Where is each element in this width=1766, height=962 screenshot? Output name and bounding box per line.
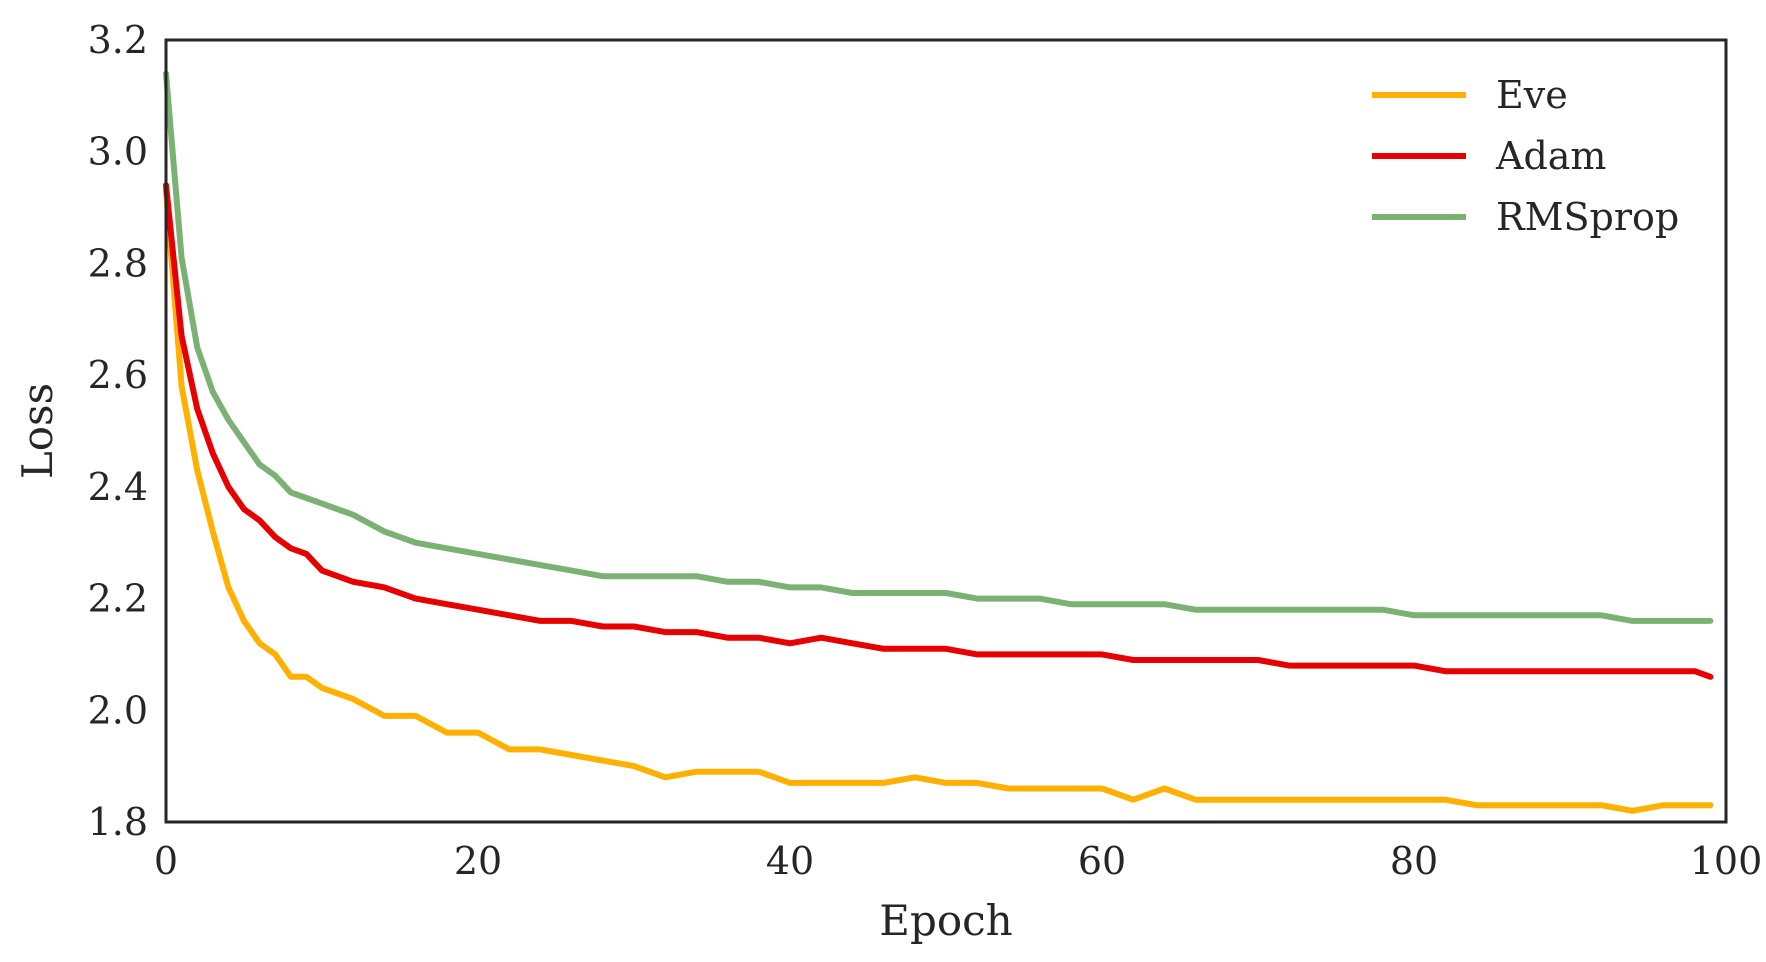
y-tick-label: 2.2: [88, 577, 148, 621]
legend-label-rmsprop: RMSprop: [1496, 195, 1679, 239]
plot-area-frame: [164, 38, 1728, 824]
y-tick-label: 2.8: [88, 241, 148, 285]
y-tick-label: 2.6: [88, 353, 148, 397]
y-axis-label: Loss: [13, 383, 62, 479]
series-line-adam: [163, 182, 1714, 680]
x-tick-label: 80: [1390, 839, 1438, 883]
legend: Eve Adam RMSprop: [1372, 73, 1679, 239]
x-tick-label: 40: [766, 839, 814, 883]
y-tick-label: 2.4: [88, 465, 148, 509]
legend-label-adam: Adam: [1495, 134, 1606, 178]
series-layer: [163, 70, 1714, 814]
y-tick-label: 2.0: [88, 688, 148, 732]
x-tick-label: 60: [1078, 839, 1126, 883]
y-tick-label: 1.8: [88, 800, 148, 844]
legend-label-eve: Eve: [1496, 73, 1568, 117]
x-tick-label: 100: [1690, 839, 1763, 883]
tick-labels: 0 20 40 60 80 100 1.8 2.0 2.2 2.4 2.6 2.8 3.0 3.2: [88, 18, 1763, 883]
y-tick-label: 3.0: [88, 130, 148, 174]
series-line-eve: [163, 187, 1714, 814]
y-tick-label: 3.2: [88, 18, 148, 62]
x-tick-label: 20: [454, 839, 502, 883]
x-axis-label: Epoch: [879, 896, 1012, 945]
x-tick-label: 0: [154, 839, 178, 883]
series-line-rmsprop: [163, 70, 1714, 624]
